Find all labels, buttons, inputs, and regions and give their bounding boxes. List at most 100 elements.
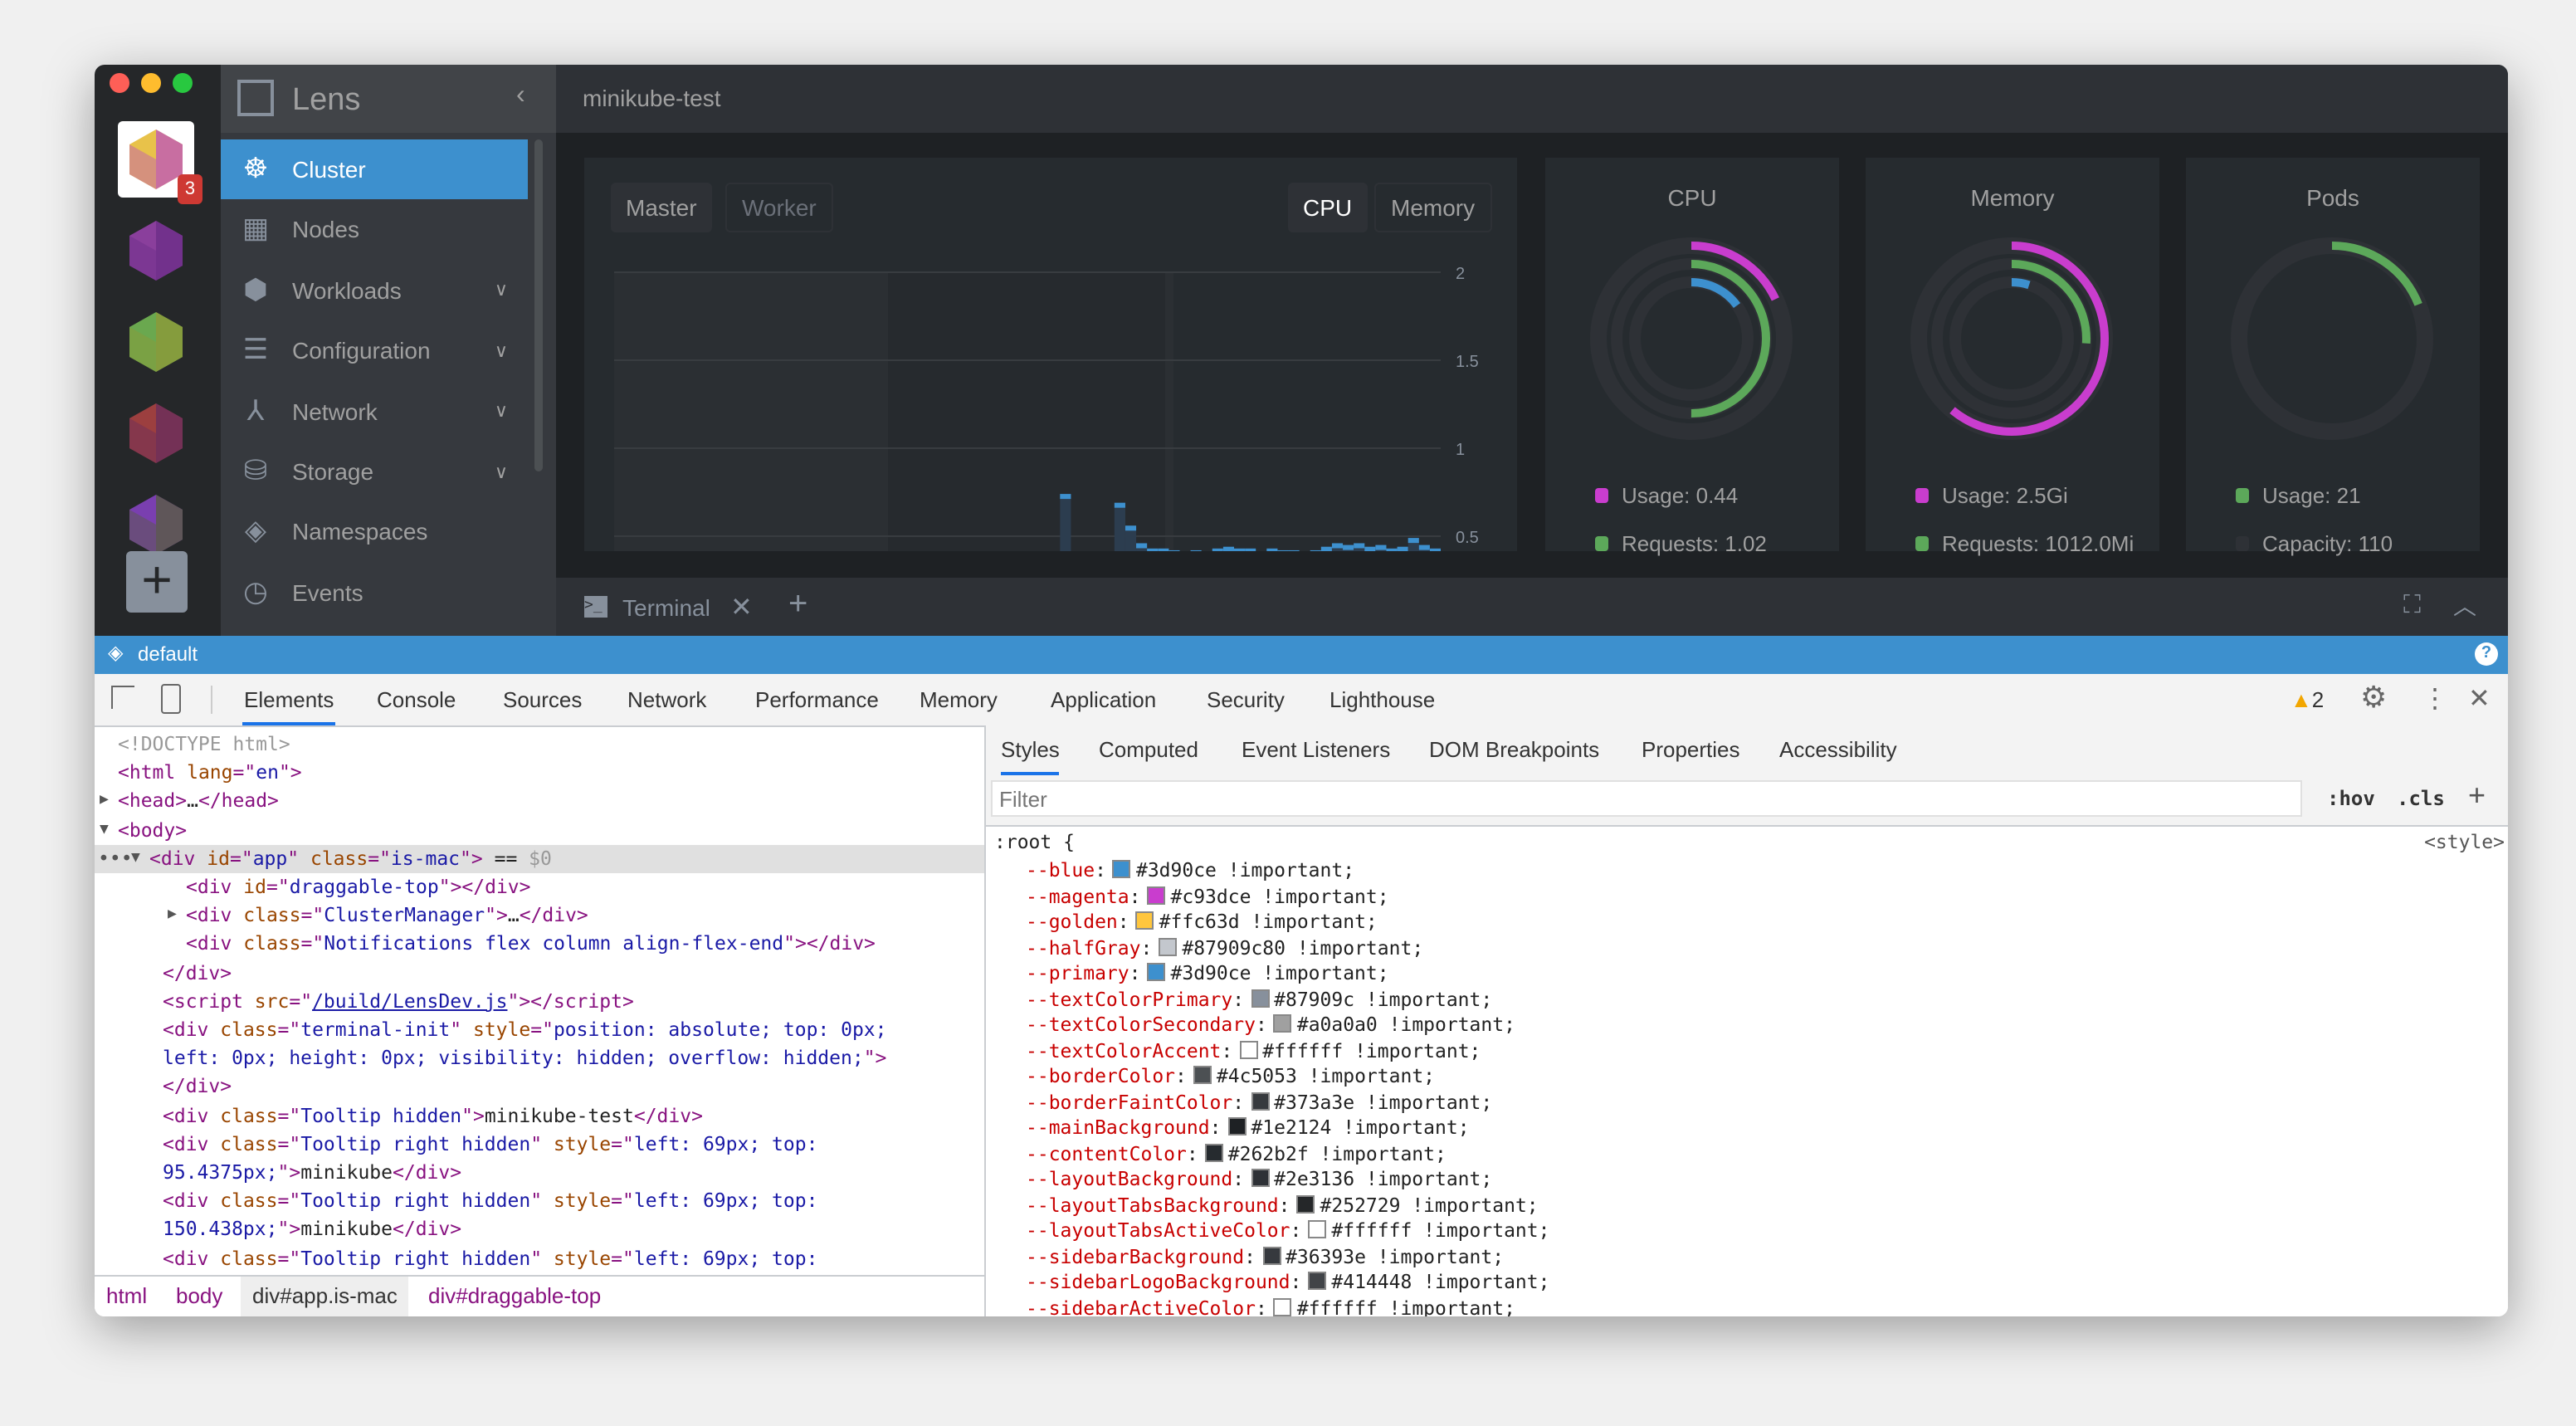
sidebar-scrollbar[interactable]: [534, 139, 543, 471]
dom-node[interactable]: <div class="Tooltip hidden">minikube-tes…: [95, 1101, 984, 1130]
sidebar-item-workloads[interactable]: ⬢ Workloads ∨: [221, 261, 528, 320]
ring-arc[interactable]: [1612, 260, 1770, 418]
breadcrumb-item[interactable]: div#draggable-top: [428, 1283, 602, 1308]
ring-arc[interactable]: [1951, 278, 2072, 399]
ring-arc[interactable]: [1631, 278, 1752, 399]
color-swatch[interactable]: [1135, 911, 1154, 930]
dom-node[interactable]: <div class="Tooltip right hidden" style=…: [95, 1187, 984, 1215]
tab-performance[interactable]: Performance: [755, 687, 879, 712]
bar[interactable]: [1114, 502, 1125, 551]
css-property[interactable]: --borderColor: #4c5053 !important;: [1026, 1064, 1435, 1090]
new-tab-icon[interactable]: +: [788, 586, 808, 623]
tab-event-listeners[interactable]: Event Listeners: [1242, 737, 1391, 762]
cluster-item[interactable]: [118, 304, 194, 380]
dom-node[interactable]: <html lang="en">: [95, 759, 984, 787]
css-property[interactable]: --textColorAccent: #ffffff !important;: [1026, 1038, 1481, 1064]
breadcrumb-item[interactable]: div#app.is-mac: [241, 1277, 409, 1316]
tab-worker[interactable]: Worker: [725, 183, 833, 232]
tab-elements[interactable]: Elements: [242, 674, 336, 725]
color-swatch[interactable]: [1296, 1194, 1315, 1213]
collapse-arrow-icon[interactable]: ▼: [100, 821, 109, 838]
sidebar-item-cluster[interactable]: ☸ Cluster: [221, 139, 528, 199]
css-property[interactable]: --textColorPrimary: #87909c !important;: [1026, 987, 1492, 1013]
tab-master[interactable]: Master: [611, 183, 712, 232]
ring-arc[interactable]: [1933, 260, 2091, 418]
tab-security[interactable]: Security: [1207, 687, 1285, 712]
color-swatch[interactable]: [1147, 886, 1166, 904]
tab-console[interactable]: Console: [377, 687, 456, 712]
tab-accessibility[interactable]: Accessibility: [1779, 737, 1897, 762]
styles-filter-input[interactable]: [991, 780, 2302, 817]
color-swatch[interactable]: [1273, 1014, 1292, 1033]
expand-arrow-icon[interactable]: ▶: [100, 792, 109, 809]
tab-application[interactable]: Application: [1051, 687, 1157, 712]
tab-cpu[interactable]: CPU: [1288, 183, 1368, 232]
dom-node[interactable]: ▶ <head>…</head>: [95, 788, 984, 816]
css-property[interactable]: --sidebarBackground: #36393e !important;: [1026, 1244, 1504, 1270]
color-swatch[interactable]: [1308, 1272, 1327, 1290]
color-swatch[interactable]: [1251, 1169, 1270, 1187]
chevron-up-icon[interactable]: ︿: [2453, 593, 2476, 619]
expand-arrow-icon[interactable]: ▶: [168, 906, 177, 924]
more-icon[interactable]: •••: [98, 846, 133, 870]
css-property[interactable]: --textColorSecondary: #a0a0a0 !important;: [1026, 1013, 1515, 1038]
css-property[interactable]: --blue: #3d90ce !important;: [1026, 858, 1354, 884]
more-options-icon[interactable]: ⋮: [2422, 686, 2448, 714]
css-property[interactable]: --mainBackground: #1e2124 !important;: [1026, 1116, 1470, 1141]
device-toolbar-icon[interactable]: [161, 684, 181, 714]
help-icon[interactable]: ?: [2475, 642, 2498, 666]
css-property[interactable]: --layoutTabsActiveColor: #ffffff !importa…: [1026, 1218, 1550, 1244]
css-property[interactable]: --layoutTabsBackground: #252729 !importan…: [1026, 1193, 1539, 1218]
color-swatch[interactable]: [1204, 1143, 1223, 1161]
rule-source[interactable]: <style>: [2424, 830, 2505, 853]
color-swatch[interactable]: [1147, 963, 1166, 981]
breadcrumb-item[interactable]: html: [106, 1283, 148, 1308]
tab-memory[interactable]: Memory: [1374, 183, 1492, 232]
color-swatch[interactable]: [1239, 1040, 1258, 1058]
dom-node[interactable]: <div class="Tooltip right hidden" style=…: [95, 1131, 984, 1159]
ring-arc[interactable]: [1915, 242, 2109, 436]
color-swatch[interactable]: [1112, 860, 1131, 878]
maximize-window-button[interactable]: [173, 73, 193, 93]
cluster-item[interactable]: [118, 486, 194, 563]
code-token[interactable]: /build/LensDev.js: [312, 989, 508, 1013]
sidebar-item-network[interactable]: ⅄ Network ∨: [221, 381, 528, 441]
hov-toggle[interactable]: :hov: [2327, 787, 2375, 810]
css-property[interactable]: --sidebarLogoBackground: #414448 !importa…: [1026, 1270, 1550, 1296]
dom-node[interactable]: ▶ <div class="ClusterManager">…</div>: [95, 901, 984, 930]
dom-node[interactable]: <div class="terminal-init" style="positi…: [95, 1016, 984, 1044]
tab-memory[interactable]: Memory: [920, 687, 998, 712]
css-property[interactable]: --magenta: #c93dce !important;: [1026, 884, 1389, 910]
bar[interactable]: [1125, 525, 1137, 551]
tab-computed[interactable]: Computed: [1099, 737, 1198, 762]
dom-node[interactable]: </div>: [95, 1073, 984, 1101]
sidebar-item-namespaces[interactable]: ◈ Namespaces: [221, 502, 528, 562]
dom-node[interactable]: <script src="/build/LensDev.js"></script…: [95, 988, 984, 1016]
fullscreen-icon[interactable]: ⛶: [2403, 591, 2422, 619]
dom-node[interactable]: <div class="Tooltip right hidden" style=…: [95, 1244, 984, 1272]
cluster-item[interactable]: 3: [118, 121, 202, 204]
collapse-arrow-icon[interactable]: ▼: [131, 849, 140, 867]
minimize-window-button[interactable]: [141, 73, 161, 93]
color-swatch[interactable]: [1308, 1220, 1327, 1238]
dom-node[interactable]: </div>: [95, 959, 984, 987]
tab-lighthouse[interactable]: Lighthouse: [1329, 687, 1436, 712]
close-devtools-icon[interactable]: ✕: [2468, 686, 2491, 714]
sidebar-item-events[interactable]: ◷ Events: [221, 563, 528, 623]
cls-toggle[interactable]: .cls: [2397, 787, 2445, 810]
breadcrumb-item[interactable]: body: [176, 1283, 223, 1308]
tab-network[interactable]: Network: [627, 687, 707, 712]
css-property[interactable]: --primary: #3d90ce !important;: [1026, 961, 1389, 987]
dom-node[interactable]: <div class="Notifications flex column al…: [95, 930, 984, 959]
color-swatch[interactable]: [1262, 1246, 1281, 1264]
css-property[interactable]: --golden: #ffc63d !important;: [1026, 910, 1378, 935]
collapse-sidebar-icon[interactable]: ‹: [516, 81, 525, 110]
dom-node[interactable]: 95.4375px;">minikube</div>: [95, 1159, 984, 1187]
add-cluster-button[interactable]: +: [126, 550, 188, 613]
dom-node[interactable]: ▼ <body>: [95, 816, 984, 844]
context-label[interactable]: default: [138, 642, 198, 666]
tab-properties[interactable]: Properties: [1642, 737, 1740, 762]
sidebar-item-storage[interactable]: ⛁ Storage ∨: [221, 442, 528, 501]
cluster-item[interactable]: [118, 212, 194, 289]
dom-node[interactable]: left: 0px; height: 0px; visibility: hidd…: [95, 1044, 984, 1072]
